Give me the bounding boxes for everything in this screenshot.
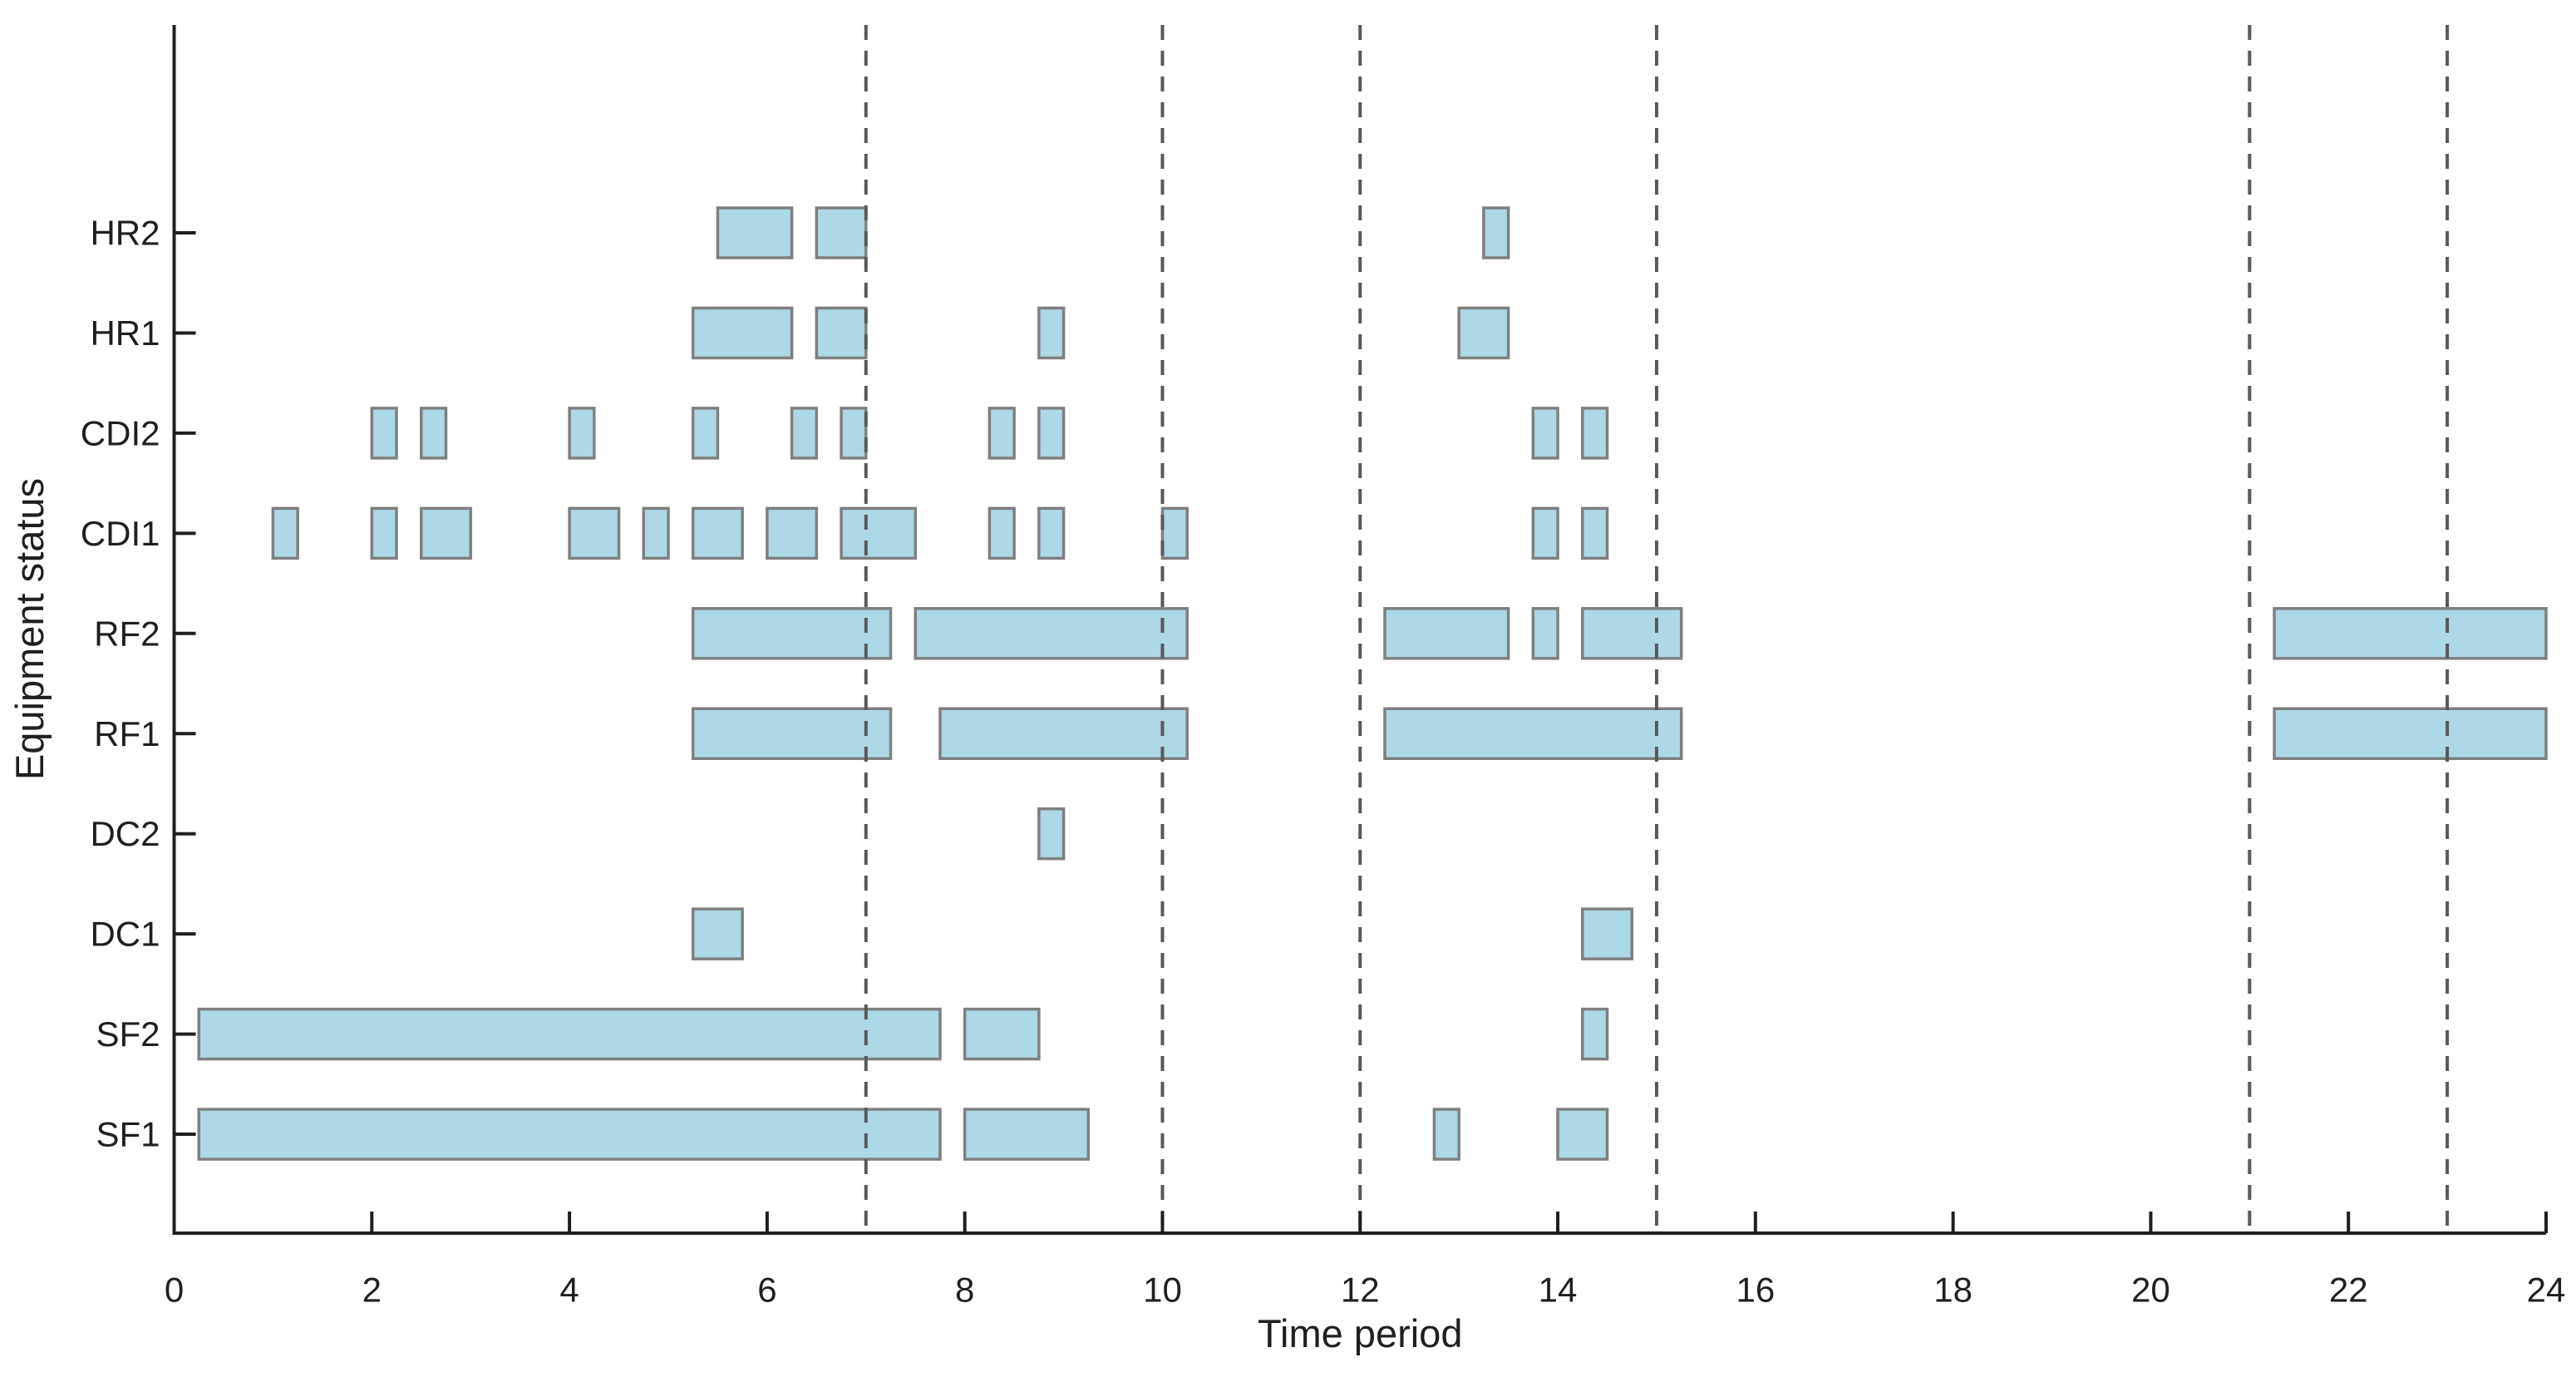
x-axis-label: Time period <box>1258 1311 1462 1355</box>
time-bar-CDI2 <box>1531 407 1559 460</box>
x-tick-label-0: 0 <box>165 1270 184 1309</box>
y-tick-label-SF1: SF1 <box>96 1115 160 1154</box>
y-tick-label-SF2: SF2 <box>96 1014 160 1054</box>
x-tick-label-10: 10 <box>1143 1270 1182 1309</box>
time-bar-RF2 <box>2273 607 2548 660</box>
x-tick-label-16: 16 <box>1736 1270 1775 1309</box>
time-bar-CDI2 <box>1037 407 1066 460</box>
time-bar-CDI1 <box>766 506 819 560</box>
time-bar-RF1 <box>691 707 893 760</box>
time-bar-RF2 <box>1531 607 1559 660</box>
time-bar-CDI2 <box>691 407 720 460</box>
y-tick-label-RF2: RF2 <box>94 614 160 653</box>
y-tick-label-CDI2: CDI2 <box>81 413 160 452</box>
x-tick-label-2: 2 <box>362 1270 382 1309</box>
time-bar-SF1 <box>197 1108 942 1161</box>
time-bar-HR1 <box>815 306 868 360</box>
y-axis-label: Equipment status <box>7 478 52 780</box>
x-tick-label-4: 4 <box>559 1270 579 1309</box>
time-bar-HR1 <box>691 306 794 360</box>
time-bar-CDI1 <box>1581 506 1609 560</box>
time-bar-HR2 <box>1482 206 1510 259</box>
time-bar-SF1 <box>963 1108 1091 1161</box>
time-bar-RF2 <box>1383 607 1510 660</box>
time-bar-CDI2 <box>568 407 596 460</box>
x-tick-label-8: 8 <box>955 1270 974 1309</box>
y-tick-label-DC2: DC2 <box>90 814 160 853</box>
time-bar-SF1 <box>1556 1108 1609 1161</box>
time-bar-HR1 <box>1037 306 1066 360</box>
time-bar-DC2 <box>1037 807 1066 861</box>
y-tick-label-HR1: HR1 <box>90 313 160 353</box>
time-bar-CDI2 <box>840 407 868 460</box>
time-bar-CDI1 <box>840 506 917 560</box>
time-bar-CDI1 <box>1037 506 1066 560</box>
time-bar-SF1 <box>1432 1108 1460 1161</box>
time-bar-CDI1 <box>642 506 670 560</box>
y-tick-label-RF1: RF1 <box>94 714 160 753</box>
time-bar-SF2 <box>963 1007 1041 1061</box>
time-bar-CDI2 <box>790 407 819 460</box>
time-bar-CDI1 <box>271 506 299 560</box>
time-bar-RF1 <box>1383 707 1683 760</box>
x-tick-label-12: 12 <box>1341 1270 1380 1309</box>
time-bar-DC1 <box>1581 907 1633 960</box>
x-tick-label-22: 22 <box>2329 1270 2368 1309</box>
time-bar-CDI1 <box>691 506 744 560</box>
time-bar-HR2 <box>815 206 868 259</box>
time-bar-RF1 <box>938 707 1189 760</box>
time-bar-SF2 <box>197 1007 942 1061</box>
x-tick-label-24: 24 <box>2527 1270 2566 1309</box>
x-tick-label-18: 18 <box>1933 1270 1973 1309</box>
time-bar-RF1 <box>2273 707 2548 760</box>
time-bar-RF2 <box>691 607 893 660</box>
x-tick-label-6: 6 <box>757 1270 776 1309</box>
y-tick-label-CDI1: CDI1 <box>81 514 160 553</box>
time-bar-HR2 <box>716 206 794 259</box>
time-bar-DC1 <box>691 907 744 960</box>
time-bar-RF2 <box>1581 607 1683 660</box>
time-bar-CDI2 <box>419 407 448 460</box>
time-bar-SF2 <box>1581 1007 1609 1061</box>
time-bar-CDI1 <box>419 506 472 560</box>
time-bar-CDI2 <box>370 407 398 460</box>
time-bar-CDI1 <box>1531 506 1559 560</box>
x-tick-label-20: 20 <box>2131 1270 2170 1309</box>
x-tick-label-14: 14 <box>1539 1270 1578 1309</box>
time-bar-CDI2 <box>1581 407 1609 460</box>
y-tick-label-HR2: HR2 <box>90 214 160 253</box>
time-bar-CDI1 <box>988 506 1016 560</box>
y-tick-label-DC1: DC1 <box>90 915 160 954</box>
time-bar-CDI1 <box>568 506 621 560</box>
time-bar-CDI1 <box>1160 506 1189 560</box>
time-bar-CDI1 <box>370 506 398 560</box>
time-bar-RF2 <box>914 607 1189 660</box>
time-bar-HR1 <box>1457 306 1510 360</box>
time-bar-CDI2 <box>988 407 1016 460</box>
